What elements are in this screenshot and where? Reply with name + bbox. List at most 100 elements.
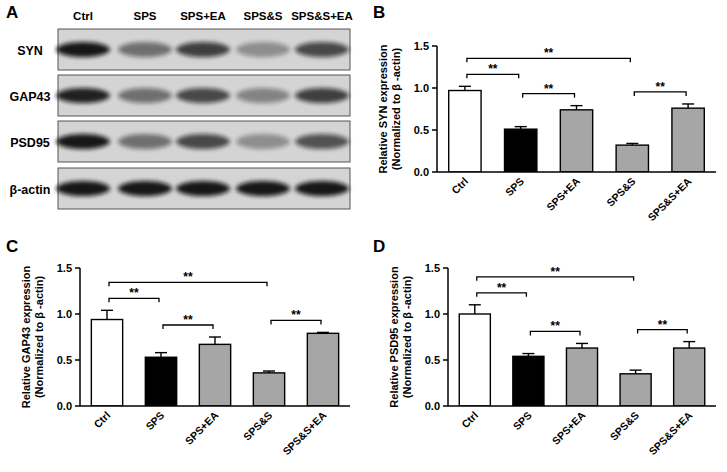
bar-chart: D0.00.51.01.5CtrlSPSSPS+EASPS&SSPS&S+EAR… [373, 237, 716, 457]
bar [674, 348, 705, 406]
band [236, 42, 290, 57]
bar [616, 145, 648, 172]
x-tick-label: SPS+EA [182, 409, 220, 447]
error-bar [459, 86, 471, 90]
panel-label: D [373, 237, 385, 256]
error-cap [571, 105, 583, 106]
y-tick-label: 0.0 [57, 400, 72, 412]
row-label: GAP43 [10, 90, 51, 104]
y-tick [75, 359, 80, 361]
y-axis [436, 46, 438, 172]
y-axis [447, 268, 449, 406]
x-axis [448, 405, 716, 407]
x-tick-label: SPS&S [604, 175, 638, 209]
y-tick-label: 1.5 [425, 262, 440, 274]
panel-label: C [6, 237, 18, 256]
significance-label: ** [551, 319, 561, 333]
x-tick-label: SPS+EA [549, 409, 587, 447]
error-bar [209, 337, 221, 344]
x-tick-label: SPS [143, 409, 166, 432]
y-tick [75, 267, 80, 269]
y-tick-label: 0.5 [57, 354, 72, 366]
error-cap [683, 341, 695, 342]
blot-panel: ACtrlSPSSPS+EASPS&SSPS&S+EASYNGAP43PSD95… [6, 3, 353, 209]
y-tick [443, 267, 448, 269]
band [176, 42, 230, 57]
bar [307, 333, 338, 406]
bar [566, 348, 597, 406]
error-bar [630, 370, 642, 374]
error-cap [515, 126, 527, 127]
error-line [689, 342, 690, 348]
marks [91, 310, 338, 406]
bar-chart: C0.00.51.01.5CtrlSPSSPS+EASPS&SSPS&S+EAR… [6, 237, 350, 457]
y-tick [432, 171, 437, 173]
significance-label: ** [544, 46, 554, 60]
y-tick [443, 359, 448, 361]
bar [91, 320, 122, 406]
error-bar [522, 354, 534, 357]
y-axis-label: Relative PSD95 expression [388, 266, 400, 408]
error-line [214, 337, 215, 344]
y-tick-label: 1.0 [414, 82, 429, 94]
bar [505, 129, 537, 172]
error-bar [576, 343, 588, 348]
error-bar [626, 143, 638, 145]
x-tick-label: SPS&S [607, 409, 641, 443]
band [56, 88, 110, 103]
x-tick-label: SPS+EA [544, 175, 582, 213]
x-tick-label: Ctrl [91, 409, 112, 430]
row-label: β-actin [10, 183, 51, 197]
error-line [106, 310, 107, 319]
x-tick-label: Ctrl [449, 175, 470, 196]
y-axis-label: (Normalized to β -actin) [401, 276, 413, 399]
y-tick [432, 129, 437, 131]
error-bar [515, 127, 527, 130]
error-cap [101, 310, 113, 311]
y-tick-label: 1.0 [57, 308, 72, 320]
figure: ACtrlSPSSPS+EASPS&SSPS&S+EASYNGAP43PSD95… [0, 0, 727, 472]
bar [253, 373, 284, 406]
x-tick-label: SPS&S [241, 409, 275, 443]
error-cap [155, 352, 167, 353]
band [56, 134, 110, 149]
band [236, 88, 290, 103]
band [56, 42, 110, 57]
y-axis [79, 268, 81, 406]
y-axis-label: Relative SYN expression [377, 44, 389, 173]
band [118, 42, 172, 57]
y-tick-label: 1.5 [414, 40, 429, 52]
x-axis [80, 405, 350, 407]
error-cap [209, 336, 221, 337]
significance-label: ** [291, 308, 301, 322]
row-label: PSD95 [10, 136, 50, 150]
lane-label: SPS [133, 10, 156, 22]
lane-label: SPS&S [244, 10, 283, 22]
error-cap [317, 332, 329, 333]
y-tick [443, 313, 448, 315]
significance-label: ** [656, 80, 666, 94]
marks [449, 86, 705, 172]
y-tick-label: 0.0 [425, 400, 440, 412]
lane-label: SPS+EA [180, 10, 226, 22]
band [118, 88, 172, 103]
error-bar [263, 371, 275, 373]
error-cap [459, 86, 471, 87]
y-tick [75, 313, 80, 315]
error-bar [571, 106, 583, 110]
band [236, 134, 290, 149]
bar-chart: B0.00.51.01.5CtrlSPSSPS+EASPS&SSPS&S+EAR… [373, 3, 716, 223]
bar [459, 314, 490, 406]
x-tick-label: SPS [510, 409, 533, 432]
band [176, 88, 230, 103]
significance-label: ** [183, 313, 193, 327]
error-bar [682, 104, 694, 108]
x-tick-label: SPS [503, 175, 526, 198]
x-tick-label: SPS&S+EA [646, 409, 695, 458]
y-tick [443, 405, 448, 407]
significance-label: ** [129, 286, 139, 300]
error-bar [317, 332, 329, 334]
bar [449, 91, 481, 172]
error-cap [522, 353, 534, 354]
significance-label: ** [658, 318, 668, 332]
